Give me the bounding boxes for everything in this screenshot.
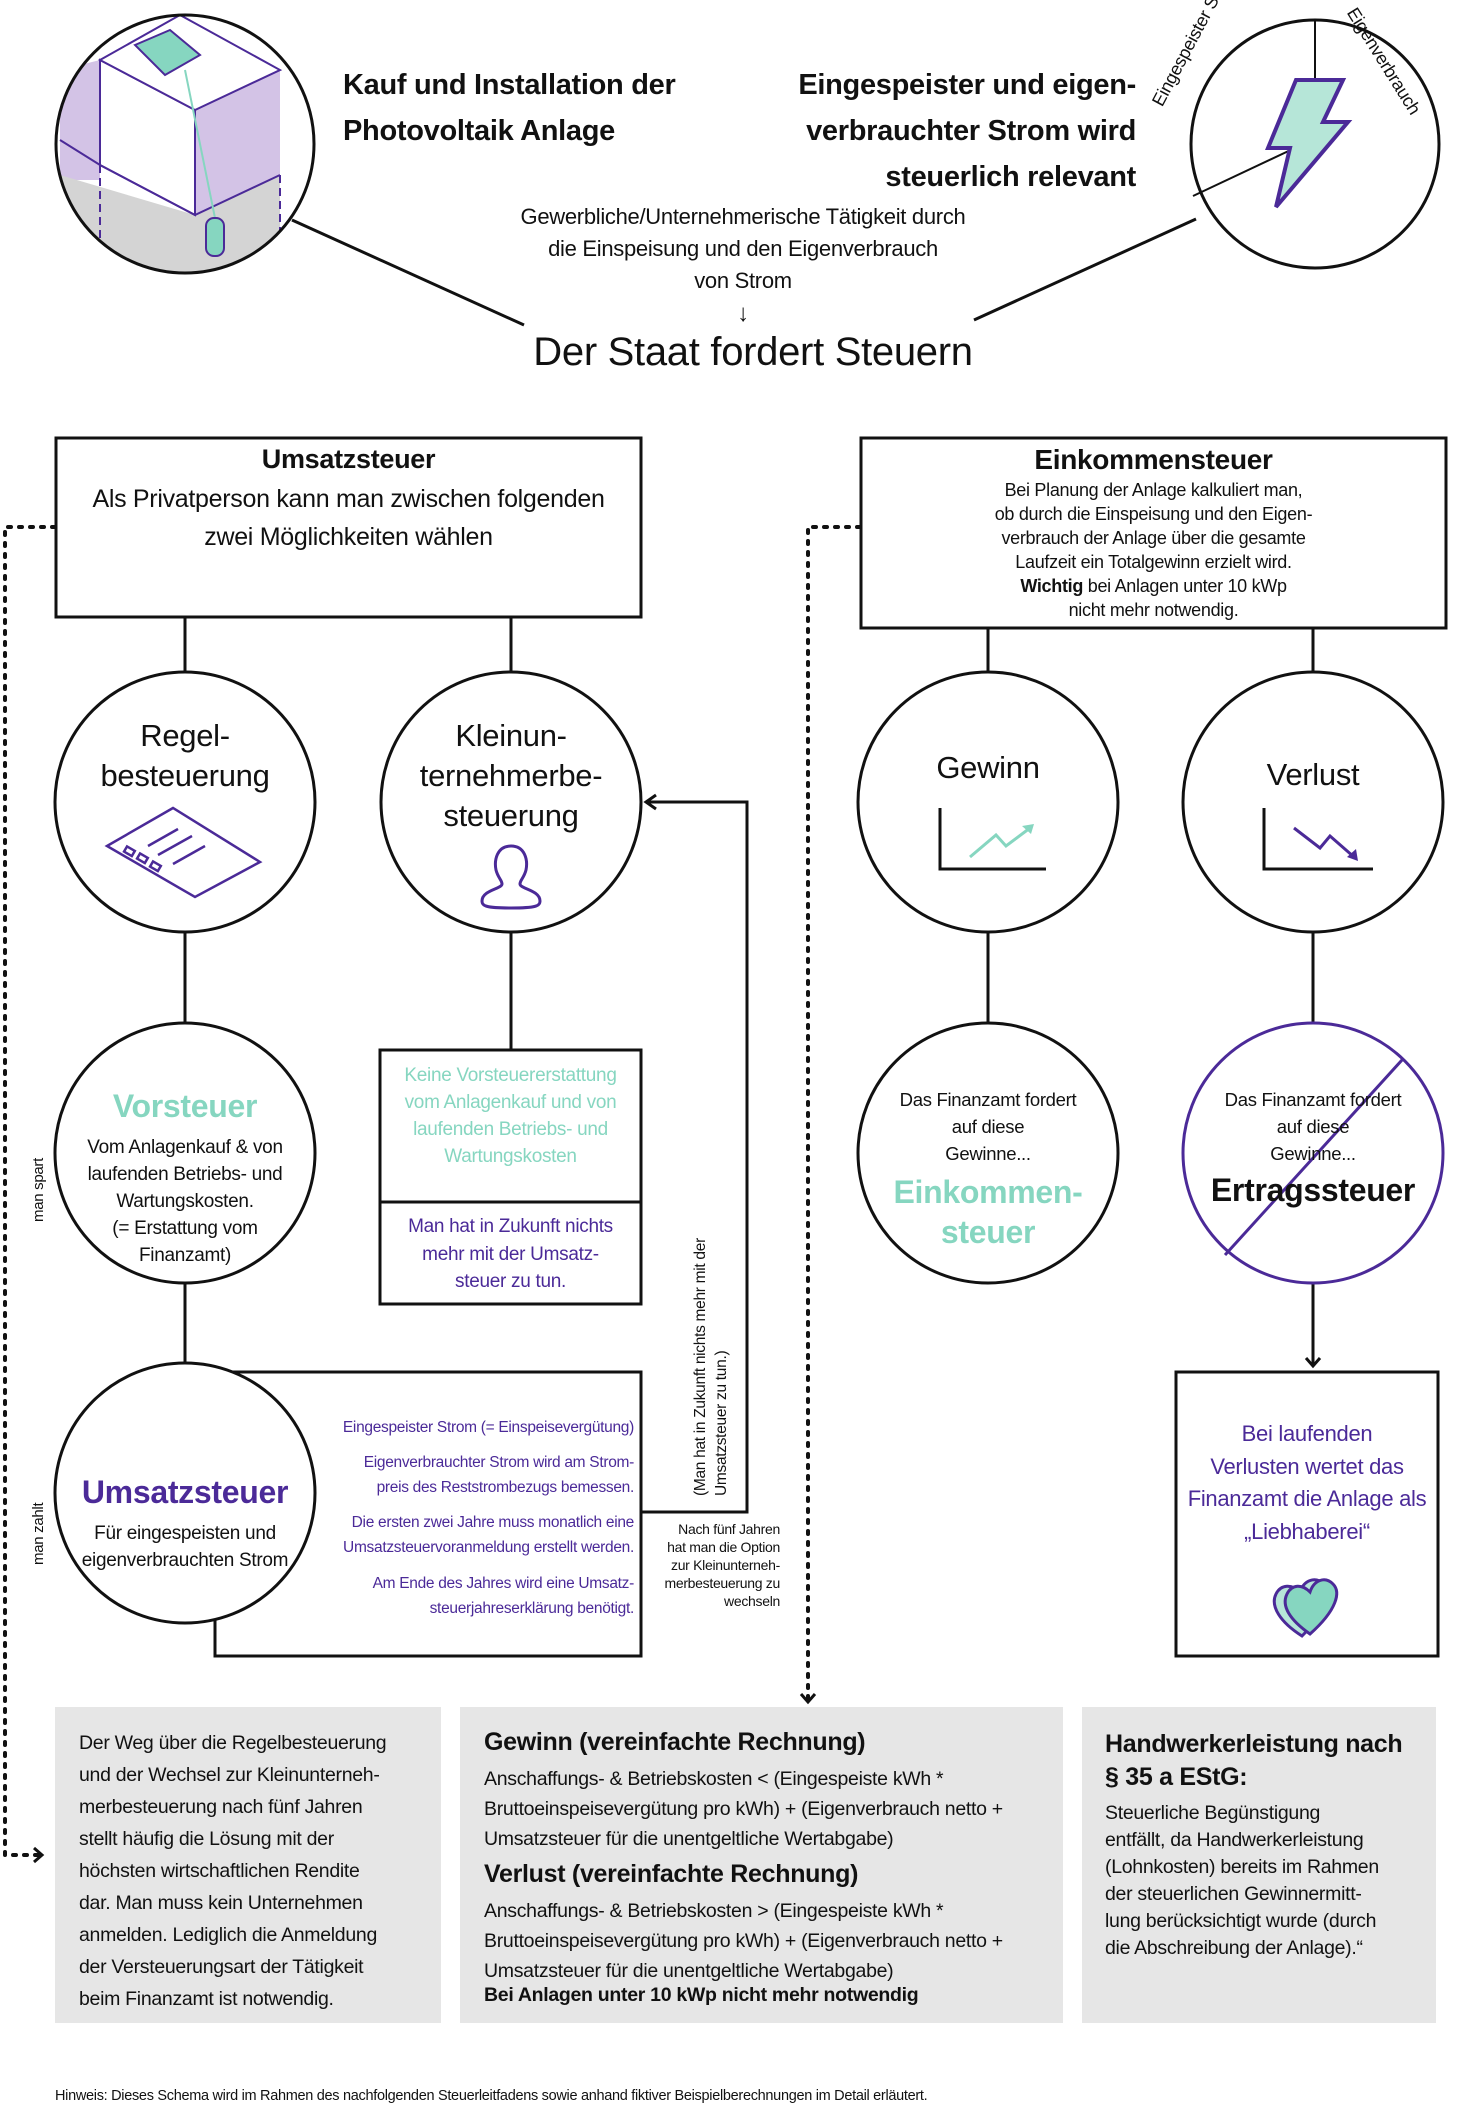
strike-line <box>1223 1058 1404 1257</box>
summary-regelbesteuerung-text: Der Weg über die Regelbesteuerung und de… <box>79 1732 387 2010</box>
einkommensteuer-box <box>859 436 1448 630</box>
umsatzsteuer-circle-body: Für eingespeisten und eigenverbrauchten … <box>81 1523 289 1571</box>
gewinn-result-text: Das Finanzamt fordert auf diese Gewinne.… <box>899 1089 1077 1164</box>
kleinunternehmer-label: Kleinun- ternehmerbe- steuerung <box>419 718 603 833</box>
verlust-circle <box>1181 670 1445 934</box>
house-solar-icon <box>57 16 313 272</box>
liebhaberei-text: Bei laufenden Verlusten wertet das Finan… <box>1187 1421 1427 1544</box>
connector-left-to-title <box>291 218 525 327</box>
vertical-note: (Man hat in Zukunft nichts mehr mit der … <box>692 1238 730 1496</box>
regelbesteuerung-circle <box>53 670 317 934</box>
verlust-label: Verlust <box>1266 757 1360 792</box>
ust-list-item: Am Ende des Jahres wird eine Umsatz- ste… <box>372 1575 635 1617</box>
switch-arrow <box>641 800 749 1514</box>
summary-box-regelbesteuerung <box>55 1707 441 2023</box>
umsatzsteuer-title: Umsatzsteuer <box>261 444 436 474</box>
vorsteuer-body: Vom Anlagenkauf & von laufenden Betriebs… <box>87 1137 283 1266</box>
calc-note: Bei Anlagen unter 10 kWp nicht mehr notw… <box>484 1984 919 2006</box>
kleinunternehmer-box-top: Keine Vorsteuererstattung vom Anlagenkau… <box>404 1065 617 1167</box>
gewinn-circle <box>856 670 1120 934</box>
subtitle: Gewerbliche/Unternehmerische Tätigkeit d… <box>520 204 966 293</box>
main-heading: Der Staat fordert Steuern <box>533 330 973 374</box>
chart-up-icon <box>938 808 1046 871</box>
einkommensteuer-body: Bei Planung der Anlage kalkuliert man, o… <box>861 478 1446 622</box>
vorsteuer-circle <box>53 1021 317 1285</box>
umsatzsteuer-circle-title: Umsatzsteuer <box>81 1474 289 1510</box>
title-relevance: Eingespeister und eigen- verbrauchter St… <box>798 69 1136 193</box>
kleinunternehmer-box <box>378 1048 643 1306</box>
handwerker-title: Handwerkerleistung nach § 35 a EStG: <box>1105 1730 1403 1791</box>
summary-box-calculation <box>460 1707 1063 2023</box>
liebhaberei-box <box>1174 1370 1440 1658</box>
vorsteuer-title: Vorsteuer <box>112 1088 258 1124</box>
footnote: Hinweis: Dieses Schema wird im Rahmen de… <box>55 2088 928 2104</box>
important-label: Wichtig <box>1020 576 1084 596</box>
gewinn-calc-body: Anschaffungs- & Betriebskosten < (Einges… <box>484 1768 1003 1850</box>
umsatzsteuer-circle <box>53 1361 317 1625</box>
verlust-calc-body: Anschaffungs- & Betriebskosten > (Einges… <box>484 1900 1003 1982</box>
connector-right-to-title <box>973 217 1197 322</box>
dotted-path-right <box>806 525 862 1702</box>
gewinn-result-tax: Einkommen- steuer <box>893 1174 1083 1250</box>
umsatzsteuer-body: Als Privatperson kann man zwischen folge… <box>92 485 605 551</box>
verlust-result-tax: Ertragssteuer <box>1210 1172 1416 1208</box>
dotted-path-left <box>3 525 57 1857</box>
important-text: bei Anlagen unter 10 kWp nicht mehr notw… <box>1068 576 1287 620</box>
user-icon <box>480 844 542 910</box>
side-label-man-zahlt: man zahlt <box>30 1502 47 1565</box>
ust-list-item: Eingespeister Strom (= Einspeisevergütun… <box>342 1419 634 1436</box>
ust-list-item: Die ersten zwei Jahre muss monatlich ein… <box>343 1514 634 1556</box>
handwerker-body: Steuerliche Begünstigung entfällt, da Ha… <box>1105 1802 1379 1959</box>
chart-down-icon <box>1262 808 1373 871</box>
regelbesteuerung-label: Regel- besteuerung <box>100 718 270 793</box>
gewinn-calc-title: Gewinn (vereinfachte Rechnung) <box>484 1728 866 1756</box>
summary-box-handwerker <box>1082 1707 1436 2023</box>
switch-note: Nach fünf Jahren hat man die Option zur … <box>664 1521 780 1609</box>
kleinunternehmer-circle <box>379 670 643 934</box>
kleinunternehmer-box-bottom: Man hat in Zukunft nichts mehr mit der U… <box>408 1216 613 1292</box>
heart-icon <box>1272 1578 1339 1638</box>
verlust-result-text: Das Finanzamt fordert auf diese Gewinne.… <box>1224 1089 1402 1164</box>
einkommensteuer-title: Einkommensteuer <box>1034 444 1273 475</box>
title-purchase: Kauf und Installation der Photovoltaik A… <box>343 69 676 147</box>
lightning-icon <box>1265 78 1353 209</box>
ust-list-item: Eigenverbrauchter Strom wird am Strom- p… <box>363 1454 635 1496</box>
down-arrow-icon: ↓ <box>737 300 749 327</box>
verlust-calc-title: Verlust (vereinfachte Rechnung) <box>484 1860 859 1888</box>
side-label-man-spart: man spart <box>30 1158 47 1222</box>
einkommensteuer-text: Bei Planung der Anlage kalkuliert man, o… <box>994 480 1313 572</box>
document-icon <box>104 806 263 899</box>
gewinn-label: Gewinn <box>936 750 1040 785</box>
einkommensteuer-result-circle <box>856 1021 1120 1285</box>
